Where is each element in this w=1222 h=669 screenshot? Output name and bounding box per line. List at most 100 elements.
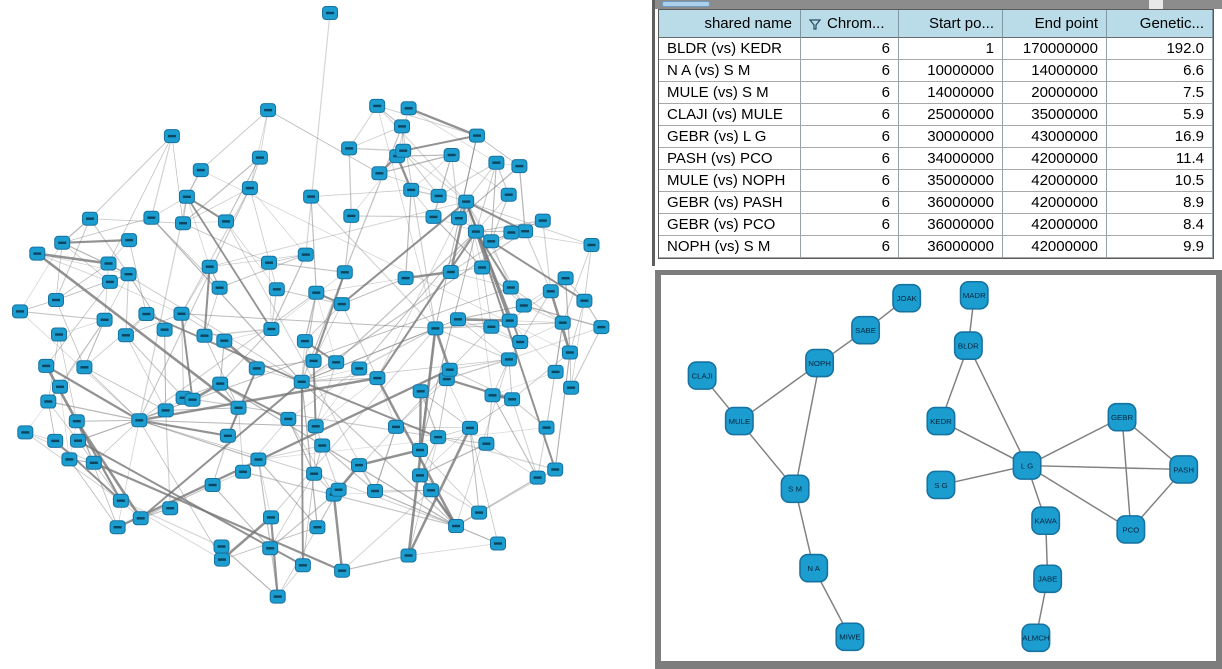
table-cell[interactable]: 6 [801,82,899,104]
network-node[interactable] [557,271,574,286]
network-node[interactable] [297,247,314,262]
network-node[interactable] [120,267,137,282]
table-cell[interactable]: 6 [801,148,899,170]
network-node[interactable] [322,6,338,20]
network-node[interactable] [351,361,368,376]
network-node[interactable] [450,211,467,226]
network-node[interactable] [309,520,326,535]
graph-node-pco[interactable]: PCO [1116,515,1146,544]
table-cell[interactable]: 42000000 [1003,170,1107,192]
network-node[interactable] [488,155,505,170]
graph-node-kedr[interactable]: KEDR [926,406,956,436]
network-node[interactable] [547,364,564,379]
network-node[interactable] [397,271,414,286]
network-node[interactable] [333,297,350,312]
network-node[interactable] [121,233,138,248]
table-cell[interactable]: 6 [801,60,899,82]
table-cell[interactable]: 8.9 [1107,192,1213,214]
network-node[interactable] [400,101,417,116]
graph-edge[interactable] [1027,464,1184,471]
graph-edge[interactable] [967,345,1028,466]
table-cell[interactable]: 6 [801,192,899,214]
network-node[interactable] [163,129,180,144]
network-node[interactable] [448,519,465,533]
network-node[interactable] [40,394,57,409]
network-node[interactable] [334,563,351,578]
network-node[interactable] [157,403,174,418]
graph-edge[interactable] [794,362,821,489]
graph-node-joak[interactable]: JOAK [892,283,922,313]
table-cell[interactable]: 8.4 [1107,214,1213,236]
network-node[interactable] [131,413,148,428]
network-node[interactable] [351,458,367,473]
network-node[interactable] [156,322,173,337]
main-network-view[interactable] [0,0,652,669]
graph-node-gebr[interactable]: GEBR [1107,402,1137,432]
network-node[interactable] [430,430,447,445]
table-cell[interactable]: 42000000 [1003,148,1107,170]
table-cell[interactable]: GEBR (vs) L G [659,126,801,148]
network-node[interactable] [219,428,236,443]
table-cell[interactable]: MULE (vs) S M [659,82,801,104]
table-cell[interactable]: 14000000 [1003,60,1107,82]
network-node[interactable] [441,362,458,377]
network-node[interactable] [12,304,28,319]
table-cell[interactable]: GEBR (vs) PCO [659,214,801,236]
network-node[interactable] [294,558,311,573]
table-cell[interactable]: 6.6 [1107,60,1213,82]
table-cell[interactable]: 6 [801,214,899,236]
network-node[interactable] [251,150,268,165]
table-cell[interactable]: 36000000 [899,192,1003,214]
network-node[interactable] [303,189,320,204]
network-node[interactable] [96,312,113,327]
network-node[interactable] [458,194,475,209]
network-node[interactable] [261,255,277,270]
network-node[interactable] [341,141,358,156]
table-cell[interactable]: 11.4 [1107,148,1213,170]
network-node[interactable] [268,282,285,297]
graph-node-mule[interactable]: MULE [724,406,754,436]
network-node[interactable] [474,260,491,275]
network-node[interactable] [305,353,322,368]
table-cell[interactable]: 1 [899,38,1003,60]
network-node[interactable] [501,313,518,328]
network-node[interactable] [369,371,386,386]
table-cell[interactable]: 42000000 [1003,236,1107,258]
table-cell[interactable]: 20000000 [1003,82,1107,104]
network-node[interactable] [76,360,93,375]
table-cell[interactable]: 43000000 [1003,126,1107,148]
network-node[interactable] [216,333,233,348]
network-node[interactable] [162,501,179,516]
table-cell[interactable]: 25000000 [899,104,1003,126]
table-cell[interactable]: 35000000 [1003,104,1107,126]
network-node[interactable] [117,328,134,343]
network-node[interactable] [241,181,258,196]
network-node[interactable] [101,274,118,289]
table-cell[interactable]: 16.9 [1107,126,1213,148]
network-node[interactable] [306,466,323,481]
network-node[interactable] [293,374,310,389]
column-header-4[interactable]: Genetic... [1107,10,1213,38]
network-node[interactable] [561,345,578,360]
network-node[interactable] [502,280,519,295]
graph-node-bldr[interactable]: BLDR [953,331,983,360]
network-node[interactable] [517,224,534,239]
table-cell[interactable]: 10.5 [1107,170,1213,192]
graph-node-jabe[interactable]: JABE [1033,564,1063,594]
network-node[interactable] [423,483,440,498]
graph-node-claji[interactable]: CLAJI [687,361,717,390]
network-node[interactable] [412,384,429,399]
network-node[interactable] [201,259,218,274]
network-node[interactable] [593,320,610,335]
network-node[interactable] [178,189,195,204]
network-node[interactable] [61,452,78,467]
network-node[interactable] [211,280,228,295]
filter-funnel-icon[interactable] [809,18,821,30]
table-cell[interactable]: NOPH (vs) S M [659,236,801,258]
network-node[interactable] [173,306,190,321]
network-node[interactable] [132,511,149,526]
table-cell[interactable]: 35000000 [899,170,1003,192]
table-cell[interactable]: 10000000 [899,60,1003,82]
graph-node-noph[interactable]: NOPH [805,348,835,378]
graph-edge[interactable] [1026,416,1123,467]
